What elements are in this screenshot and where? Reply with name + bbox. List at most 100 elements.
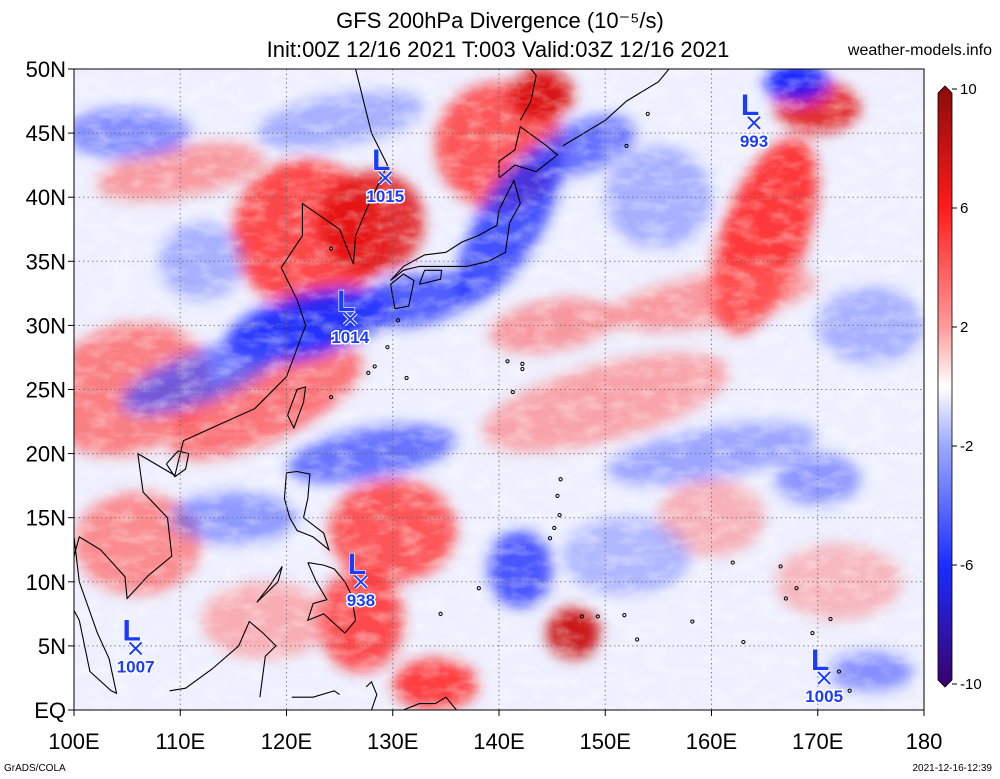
low-value: 1015 (366, 187, 404, 206)
y-tick-label: 45N (26, 121, 66, 146)
island (810, 630, 815, 636)
low-symbol: L (811, 644, 829, 677)
island (552, 525, 557, 531)
island (505, 359, 510, 364)
coastline (169, 620, 277, 698)
coastline (74, 69, 389, 695)
colorbar-tick-label: 2 (960, 319, 968, 336)
coastlines (74, 69, 852, 710)
island (635, 637, 640, 642)
coastline (287, 386, 307, 430)
low-value: 938 (347, 591, 375, 610)
island (783, 596, 788, 601)
low-marker: L 993 (738, 88, 769, 152)
y-tick-label: 35N (26, 249, 66, 274)
low-symbol: L (122, 614, 140, 647)
coastline (519, 69, 537, 121)
coastline (306, 562, 357, 634)
island (557, 513, 562, 518)
y-tick-label: 10N (26, 570, 66, 595)
colorbar-ramp (937, 85, 953, 688)
low-value: 1005 (805, 687, 843, 706)
low-marker: L 1005 (804, 643, 845, 707)
colorbar-tick-label: -10 (960, 676, 982, 693)
x-tick-label: 140E (473, 729, 524, 754)
island (520, 361, 525, 366)
low-markers: L 1015 L 1014 L 993 L 938 L 1007 L 1005 (115, 88, 845, 707)
island (622, 613, 627, 618)
low-symbol: L (348, 548, 366, 581)
island (730, 560, 735, 565)
low-marker: L 1015 (365, 143, 406, 207)
x-axis: 100E 110E 120E 130E 140E 150E 160E 170E 180 (48, 710, 942, 754)
low-marker: L 1007 (115, 614, 156, 678)
island (794, 586, 799, 591)
x-tick-label: 110E (155, 729, 205, 754)
x-tick-label: 180 (906, 729, 943, 754)
x-tick-label: 160E (686, 729, 737, 754)
low-marker: L 1014 (330, 284, 371, 348)
low-center-cross (343, 312, 357, 326)
coastline (283, 470, 331, 552)
island (741, 639, 746, 645)
y-tick-label: 25N (26, 378, 66, 403)
island (828, 616, 833, 622)
coastline (256, 566, 283, 603)
island (555, 493, 560, 499)
island (385, 345, 390, 350)
low-marker: L 938 (345, 547, 376, 611)
colorbar-tick-label: 10 (960, 81, 977, 98)
footer-credit: GrADS/COLA (4, 763, 66, 774)
low-center-cross (817, 671, 831, 685)
island (558, 477, 563, 482)
island (595, 614, 600, 619)
island (778, 564, 783, 569)
low-value: 1007 (117, 657, 155, 676)
island (510, 389, 515, 395)
island (836, 669, 842, 674)
x-tick-label: 120E (261, 729, 312, 754)
coastline (291, 690, 340, 698)
island (579, 614, 584, 619)
island (372, 364, 377, 369)
y-tick-label: 50N (26, 57, 66, 82)
coastline (390, 178, 521, 281)
coastline (365, 680, 378, 710)
coastline (165, 450, 190, 478)
island (520, 366, 525, 372)
coastline (418, 269, 443, 285)
x-tick-label: 100E (48, 729, 99, 754)
low-symbol: L (372, 144, 390, 177)
x-tick-label: 150E (580, 729, 631, 754)
y-tick-label: 20N (26, 442, 66, 467)
island (476, 586, 481, 591)
island (547, 536, 553, 541)
coastline (562, 69, 670, 147)
island (395, 318, 401, 323)
x-tick-label: 170E (792, 729, 843, 754)
colorbar-tick-label: -2 (960, 438, 973, 455)
low-center-cross (378, 171, 393, 185)
island (366, 370, 371, 375)
chart-title: GFS 200hPa Divergence (10⁻⁵/s) (336, 8, 664, 33)
island (690, 619, 695, 624)
site-label: weather-models.info (847, 42, 992, 59)
coastline (403, 696, 457, 710)
y-tick-label: EQ (34, 698, 66, 723)
island (404, 375, 409, 381)
footer-timestamp: 2021-12-16-12:39 (912, 763, 992, 774)
coastline (390, 273, 415, 310)
low-value: 1014 (331, 328, 369, 347)
y-axis: EQ 5N 10N 15N 20N 25N 30N 35N 40N 45N 50N (26, 57, 74, 723)
y-tick-label: 15N (26, 506, 66, 531)
island (645, 111, 650, 116)
low-value: 993 (740, 132, 768, 151)
colorbar-tick-label: 6 (960, 200, 968, 217)
low-symbol: L (741, 89, 759, 122)
y-tick-label: 40N (26, 185, 66, 210)
x-tick-label: 130E (367, 729, 418, 754)
chart-subtitle: Init:00Z 12/16 2021 T:003 Valid:03Z 12/1… (266, 37, 730, 62)
colorbar: 10 6 2 -2 -6 -10 (937, 81, 982, 693)
coastline (498, 125, 559, 179)
